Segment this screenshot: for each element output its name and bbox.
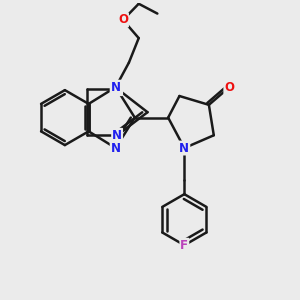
Text: N: N xyxy=(111,81,121,94)
Text: N: N xyxy=(111,142,121,154)
Text: O: O xyxy=(118,14,128,26)
Text: N: N xyxy=(112,82,122,95)
Text: N: N xyxy=(179,142,189,154)
Text: O: O xyxy=(224,81,234,94)
Text: F: F xyxy=(180,239,188,252)
Text: N: N xyxy=(112,129,122,142)
